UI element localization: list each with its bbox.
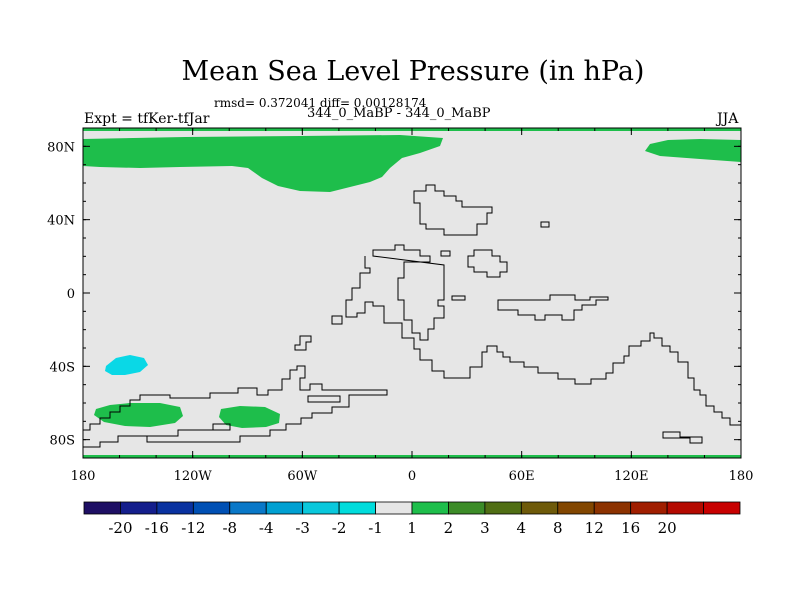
colorbar-label: 3 bbox=[480, 519, 490, 537]
southern-negative-region bbox=[105, 355, 148, 375]
colorbar-label: -16 bbox=[145, 519, 169, 537]
colorbar-label: 1 bbox=[407, 519, 417, 537]
colorbar-label: 4 bbox=[517, 519, 527, 537]
colorbar-swatch bbox=[448, 501, 486, 515]
x-tick-label: 60E bbox=[509, 469, 535, 484]
colorbar-swatch bbox=[484, 501, 522, 515]
x-tick-label: 60W bbox=[287, 469, 318, 484]
colorbar-label: -1 bbox=[368, 519, 383, 537]
southern-positive-region-2 bbox=[219, 406, 280, 428]
colorbar-swatch bbox=[302, 501, 340, 515]
y-tick-label: 40N bbox=[47, 214, 75, 229]
y-tick-label: 80N bbox=[47, 140, 75, 155]
colorbar-swatch bbox=[83, 501, 121, 515]
colorbar-swatch bbox=[411, 501, 449, 515]
subtitle: 344_0_MaBP - 344_0_MaBP bbox=[307, 106, 491, 121]
y-tick-label: 80S bbox=[50, 434, 75, 449]
y-tick-label: 0 bbox=[67, 287, 75, 302]
colorbar-label: 20 bbox=[658, 519, 677, 537]
x-tick-label: 180 bbox=[729, 469, 754, 484]
colorbar-label: -12 bbox=[181, 519, 205, 537]
experiment-label: Expt = tfKer-tfJar bbox=[84, 111, 210, 127]
colorbar-swatch bbox=[520, 501, 559, 515]
colorbar-swatch bbox=[666, 501, 704, 515]
colorbar-swatch bbox=[338, 501, 376, 515]
colorbar-label: 8 bbox=[553, 519, 563, 537]
southern-positive-region-1 bbox=[94, 403, 183, 427]
colorbar-swatch bbox=[192, 501, 231, 515]
colorbar-swatch bbox=[156, 501, 194, 515]
colorbar-swatch bbox=[265, 501, 304, 515]
x-tick-label: 180 bbox=[71, 469, 96, 484]
x-tick-label: 120W bbox=[174, 469, 213, 484]
colorbar-label: -2 bbox=[332, 519, 347, 537]
map-title: Mean Sea Level Pressure (in hPa) bbox=[181, 56, 645, 87]
colorbar-swatch bbox=[375, 501, 413, 515]
colorbar-swatch bbox=[120, 501, 158, 515]
arctic-positive-region bbox=[83, 135, 443, 192]
colorbar-label: 12 bbox=[585, 519, 604, 537]
map-background bbox=[83, 128, 741, 458]
x-tick-label: 120E bbox=[614, 469, 648, 484]
colorbar: -20 -16 -12 -8 -4 -3 -2 -1 1 2 3 4 8 12 16 20 bbox=[83, 501, 741, 537]
colorbar-label: 16 bbox=[621, 519, 640, 537]
y-tick-label: 40S bbox=[50, 360, 75, 375]
colorbar-label: -3 bbox=[295, 519, 310, 537]
map-panel: 180 120W 60W 0 60E 120E 180 80N 40N 0 40S 80S bbox=[47, 127, 754, 484]
colorbar-swatch bbox=[229, 501, 267, 515]
colorbar-swatch bbox=[630, 501, 668, 515]
colorbar-swatch bbox=[593, 501, 632, 515]
colorbar-swatch bbox=[703, 501, 741, 515]
x-tick-label: 0 bbox=[408, 469, 416, 484]
coastlines bbox=[83, 184, 741, 448]
colorbar-label: -20 bbox=[108, 519, 132, 537]
season-label: JJA bbox=[717, 111, 739, 127]
colorbar-label: -8 bbox=[222, 519, 237, 537]
colorbar-swatch bbox=[557, 501, 595, 515]
arctic-east-positive-region bbox=[645, 139, 741, 162]
colorbar-label: 2 bbox=[444, 519, 454, 537]
stats-text: rmsd= 0.372041 diff= 0.00128174 bbox=[214, 96, 427, 110]
colorbar-label: -4 bbox=[259, 519, 274, 537]
axis-ticks: 180 120W 60W 0 60E 120E 180 80N 40N 0 40S 80S bbox=[47, 127, 754, 484]
